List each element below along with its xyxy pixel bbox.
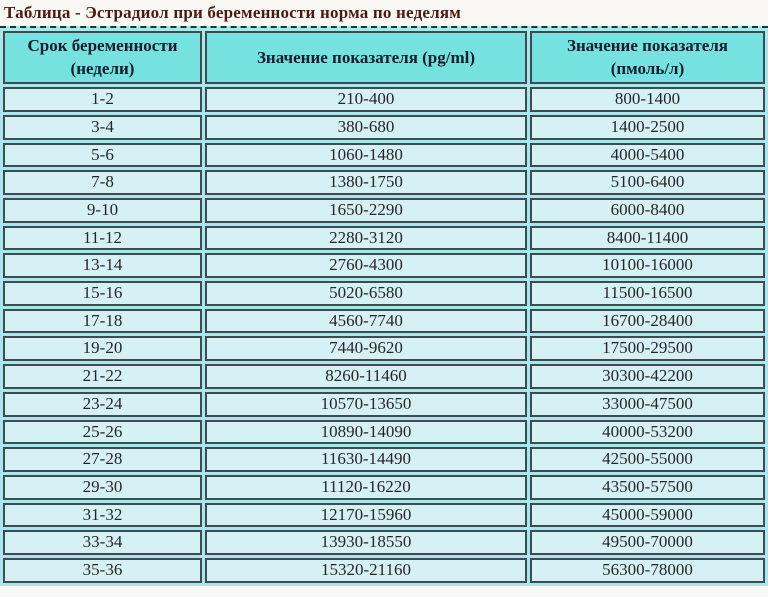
- pmol-l-cell: 56300-78000: [530, 557, 765, 583]
- weeks-cell: 13-14: [3, 253, 202, 279]
- weeks-cell: 35-36: [3, 557, 202, 583]
- header-row: Срок беременности (недели) Значение пока…: [3, 30, 765, 85]
- weeks-cell: 7-8: [3, 170, 202, 196]
- weeks-cell: 3-4: [3, 114, 202, 140]
- weeks-cell: 17-18: [3, 308, 202, 334]
- pmol-l-cell: 40000-53200: [530, 419, 765, 445]
- table-row: 33-34 13930-18550 49500-70000: [3, 530, 765, 555]
- pmol-l-cell: 33000-47500: [530, 391, 765, 417]
- pmol-l-cell: 17500-29500: [530, 336, 765, 362]
- page-title: Таблица - Эстрадиол при беременности нор…: [4, 3, 462, 22]
- table-row: 23-24 10570-13650 33000-47500: [3, 391, 765, 417]
- table-row: 1-2 210-400 800-1400: [3, 87, 765, 112]
- pg-ml-cell: 15320-21160: [205, 557, 527, 583]
- pg-ml-cell: 2280-3120: [205, 225, 527, 251]
- pg-ml-cell: 8260-11460: [205, 364, 527, 389]
- table-body: 1-2 210-400 800-1400 3-4 380-680 1400-2500 5-6…: [3, 87, 765, 583]
- pg-ml-cell: 1650-2290: [205, 198, 527, 223]
- weeks-cell: 1-2: [3, 87, 202, 112]
- weeks-cell: 19-20: [3, 336, 202, 362]
- col-header-pg-ml: Значение показателя (pg/ml): [205, 30, 527, 85]
- table-row: 17-18 4560-7740 16700-28400: [3, 308, 765, 334]
- pmol-l-cell: 11500-16500: [530, 281, 765, 306]
- table-row: 11-12 2280-3120 8400-11400: [3, 225, 765, 251]
- table-row: 27-28 11630-14490 42500-55000: [3, 447, 765, 472]
- weeks-cell: 5-6: [3, 142, 202, 168]
- weeks-cell: 11-12: [3, 225, 202, 251]
- table-row: 15-16 5020-6580 11500-16500: [3, 281, 765, 306]
- pmol-l-cell: 49500-70000: [530, 530, 765, 555]
- pg-ml-cell: 210-400: [205, 87, 527, 112]
- pmol-l-cell: 1400-2500: [530, 114, 765, 140]
- pmol-l-cell: 800-1400: [530, 87, 765, 112]
- table-row: 21-22 8260-11460 30300-42200: [3, 364, 765, 389]
- pmol-l-cell: 45000-59000: [530, 502, 765, 528]
- table-row: 13-14 2760-4300 10100-16000: [3, 253, 765, 279]
- pg-ml-cell: 13930-18550: [205, 530, 527, 555]
- pg-ml-cell: 380-680: [205, 114, 527, 140]
- table-row: 29-30 11120-16220 43500-57500: [3, 474, 765, 500]
- pg-ml-cell: 10890-14090: [205, 419, 527, 445]
- pg-ml-cell: 1060-1480: [205, 142, 527, 168]
- weeks-cell: 27-28: [3, 447, 202, 472]
- pg-ml-cell: 7440-9620: [205, 336, 527, 362]
- table-header: Срок беременности (недели) Значение пока…: [3, 30, 765, 85]
- table-row: 7-8 1380-1750 5100-6400: [3, 170, 765, 196]
- weeks-cell: 15-16: [3, 281, 202, 306]
- pg-ml-cell: 1380-1750: [205, 170, 527, 196]
- pg-ml-cell: 2760-4300: [205, 253, 527, 279]
- table-row: 35-36 15320-21160 56300-78000: [3, 557, 765, 583]
- pmol-l-cell: 43500-57500: [530, 474, 765, 500]
- pmol-l-cell: 5100-6400: [530, 170, 765, 196]
- weeks-cell: 23-24: [3, 391, 202, 417]
- col-header-weeks: Срок беременности (недели): [3, 30, 202, 85]
- pg-ml-cell: 10570-13650: [205, 391, 527, 417]
- weeks-cell: 29-30: [3, 474, 202, 500]
- table-row: 3-4 380-680 1400-2500: [3, 114, 765, 140]
- table-row: 9-10 1650-2290 6000-8400: [3, 198, 765, 223]
- weeks-cell: 21-22: [3, 364, 202, 389]
- table-row: 25-26 10890-14090 40000-53200: [3, 419, 765, 445]
- pg-ml-cell: 5020-6580: [205, 281, 527, 306]
- pg-ml-cell: 12170-15960: [205, 502, 527, 528]
- table-row: 5-6 1060-1480 4000-5400: [3, 142, 765, 168]
- estradiol-norms-table: Срок беременности (недели) Значение пока…: [0, 25, 768, 586]
- pmol-l-cell: 30300-42200: [530, 364, 765, 389]
- pg-ml-cell: 11630-14490: [205, 447, 527, 472]
- table-row: 31-32 12170-15960 45000-59000: [3, 502, 765, 528]
- pg-ml-cell: 11120-16220: [205, 474, 527, 500]
- weeks-cell: 25-26: [3, 419, 202, 445]
- pmol-l-cell: 8400-11400: [530, 225, 765, 251]
- pmol-l-cell: 16700-28400: [530, 308, 765, 334]
- weeks-cell: 9-10: [3, 198, 202, 223]
- pmol-l-cell: 6000-8400: [530, 198, 765, 223]
- col-header-pmol-l: Значение показателя (пмоль/л): [530, 30, 765, 85]
- pmol-l-cell: 10100-16000: [530, 253, 765, 279]
- weeks-cell: 33-34: [3, 530, 202, 555]
- pmol-l-cell: 42500-55000: [530, 447, 765, 472]
- pg-ml-cell: 4560-7740: [205, 308, 527, 334]
- weeks-cell: 31-32: [3, 502, 202, 528]
- table-row: 19-20 7440-9620 17500-29500: [3, 336, 765, 362]
- pmol-l-cell: 4000-5400: [530, 142, 765, 168]
